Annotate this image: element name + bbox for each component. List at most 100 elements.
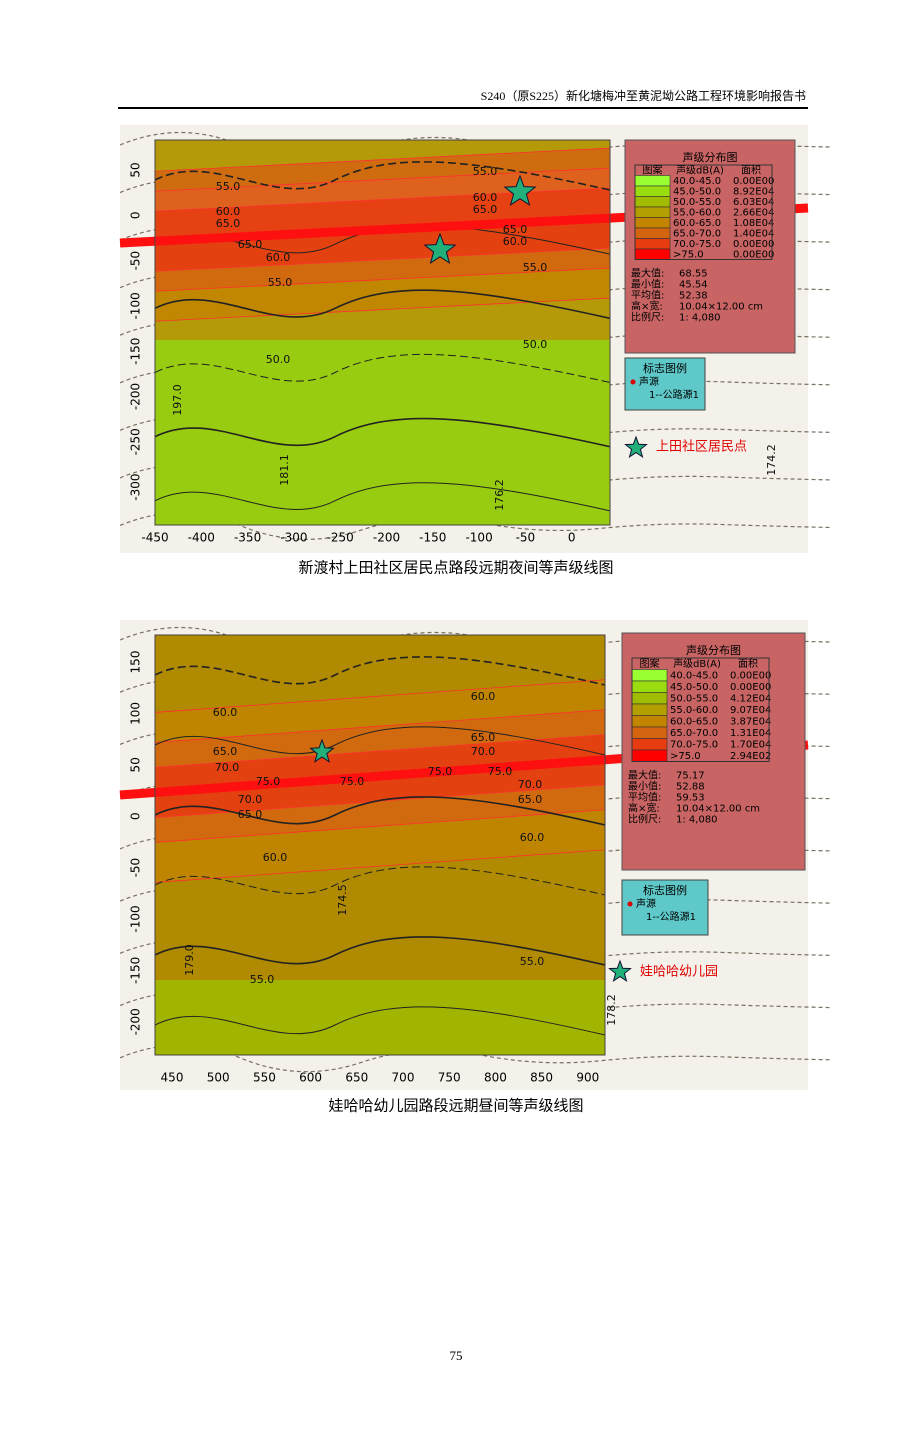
contour-line	[155, 726, 605, 756]
sign-legend-item: 1--公路源1	[649, 388, 699, 401]
contour-label: 60.0	[520, 831, 545, 844]
contour-label: 65.0	[213, 745, 238, 758]
legend-range: 50.0-55.0	[670, 693, 718, 704]
contour-label: 75.0	[340, 775, 365, 788]
x-tick-label: 500	[207, 1071, 230, 1085]
sign-legend-item: 声源	[636, 897, 656, 910]
stat-value: 68.55	[679, 269, 708, 280]
contour-label: 60.0	[471, 690, 496, 703]
contour-red	[155, 809, 605, 843]
contour-label: 60.0	[213, 706, 238, 719]
contour-red	[155, 734, 605, 768]
stat-value: 10.04×12.00 cm	[676, 804, 760, 815]
figure-caption: 娃哈哈幼儿园路段远期昼间等声级线图	[328, 1097, 583, 1115]
x-tick-label: 850	[530, 1071, 553, 1085]
x-tick-label: 600	[299, 1071, 322, 1085]
contour-label: 197.0	[171, 384, 184, 416]
legend-swatch	[634, 206, 671, 218]
point-star	[624, 435, 648, 459]
contour-label: 75.0	[256, 775, 281, 788]
contour-line	[155, 161, 610, 191]
legend-area: 2.66E04	[733, 207, 774, 218]
receptor-star	[423, 232, 457, 265]
contour-label: 65.0	[238, 808, 263, 821]
stat-label: 最大值:	[631, 267, 664, 280]
stat-label: 高×宽:	[631, 300, 663, 313]
x-tick-label: 450	[161, 1071, 184, 1085]
x-tick-label: -450	[141, 531, 168, 545]
x-tick-label: -350	[234, 531, 261, 545]
stat-value: 52.88	[676, 782, 705, 793]
point-label: 上田社区居民点	[656, 439, 747, 455]
legend-range: 65.0-70.0	[673, 228, 721, 239]
contour-red	[155, 679, 605, 713]
stat-label: 平均值:	[628, 791, 661, 804]
contour-label: 65.0	[471, 731, 496, 744]
noise-band	[155, 734, 605, 793]
legend-table-border	[631, 657, 770, 762]
contour-line	[155, 353, 610, 383]
contour-label: 176.2	[493, 479, 506, 511]
contour-label: 178.2	[605, 994, 618, 1026]
y-tick-label: 50	[129, 757, 143, 772]
x-tick-label: -200	[373, 531, 400, 545]
legend-area: 2.94E02	[730, 751, 771, 762]
contour-label: 55.0	[268, 276, 293, 289]
contour-line	[155, 866, 605, 896]
legend-swatch	[631, 703, 668, 716]
legend-table-border	[634, 164, 773, 260]
noise-band	[155, 218, 610, 272]
legend-range: 40.0-45.0	[670, 670, 718, 681]
contour-line	[155, 796, 605, 826]
contour-label: 65.0	[503, 223, 528, 236]
legend-area: 0.00E00	[733, 239, 774, 250]
legend-col-header: 面积	[738, 658, 758, 670]
stat-label: 比例尺:	[628, 813, 661, 826]
source-marker	[630, 379, 636, 385]
x-tick-label: -150	[419, 531, 446, 545]
y-tick-label: -300	[129, 473, 143, 500]
legend-col-header: 声级dB(A)	[676, 163, 724, 176]
y-tick-label: -150	[129, 957, 143, 984]
contour-label: 55.0	[250, 973, 275, 986]
receptor-star	[309, 738, 335, 763]
contour-label: 181.1	[278, 454, 291, 486]
contour-label: 75.0	[488, 765, 513, 778]
legend-title: 声级分布图	[683, 150, 738, 164]
stat-value: 1: 4,080	[676, 815, 718, 826]
legend-swatch	[631, 680, 668, 693]
contour-label: 174.2	[765, 444, 778, 476]
contour-label: 55.0	[473, 165, 498, 178]
contour-label: 50.0	[523, 338, 548, 351]
legend-area: 0.00E00	[730, 670, 771, 681]
x-tick-label: -100	[465, 531, 492, 545]
contour-label: 70.0	[471, 745, 496, 758]
legend-area: 1.70E04	[730, 739, 771, 750]
legend-range: 45.0-50.0	[670, 682, 718, 693]
source-marker	[627, 901, 633, 907]
contour-line	[155, 936, 605, 966]
contour-label: 65.0	[473, 203, 498, 216]
legend-area: 1.31E04	[730, 728, 771, 739]
stat-value: 59.53	[676, 793, 705, 804]
legend-col-header: 图案	[640, 657, 660, 670]
legend-title: 声级分布图	[686, 643, 741, 657]
contour-red	[155, 167, 610, 192]
legend-swatch	[631, 726, 668, 739]
contour-label: 65.0	[216, 217, 241, 230]
x-tick-label: 0	[568, 531, 576, 545]
noise-band	[155, 759, 605, 818]
x-tick-label: -50	[516, 531, 536, 545]
contour-red	[155, 147, 610, 172]
y-tick-label: -150	[129, 338, 143, 365]
legend-range: 50.0-55.0	[673, 197, 721, 208]
x-tick-label: -250	[327, 531, 354, 545]
legend-swatch	[631, 715, 668, 728]
legend-area: 9.07E04	[730, 705, 771, 716]
legend-col-header: 面积	[741, 164, 761, 176]
stat-value: 75.17	[676, 771, 705, 782]
stat-value: 45.54	[679, 280, 708, 291]
contour-red	[155, 297, 610, 322]
legend-swatch	[634, 196, 671, 208]
contour-label: 75.0	[428, 765, 453, 778]
